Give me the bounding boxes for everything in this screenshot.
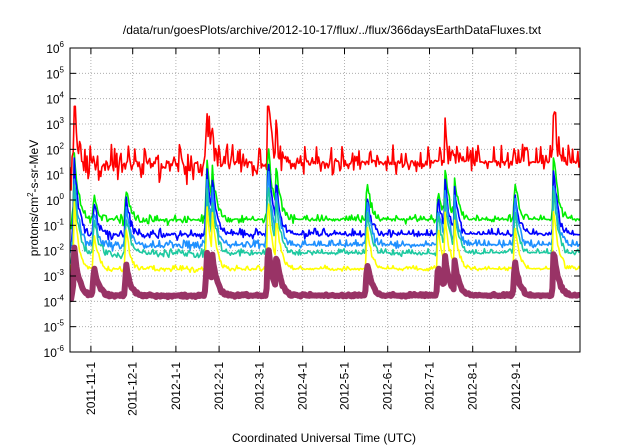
x-axis-label: Coordinated Universal Time (UTC) bbox=[232, 431, 416, 445]
x-tick-label: 2011-11-1 bbox=[84, 362, 98, 415]
chart-title: /data/run/goesPlots/archive/2012-10-17/f… bbox=[123, 23, 542, 37]
x-tick-label: 2012-9-1 bbox=[509, 362, 523, 410]
y-tick-label: 102 bbox=[46, 141, 64, 157]
x-tick-label: 2012-3-1 bbox=[253, 362, 267, 410]
y-tick-label: 103 bbox=[46, 116, 64, 132]
y-axis-label-base: protons/cm bbox=[27, 197, 41, 256]
y-tick-label: 10-1 bbox=[44, 217, 65, 233]
y-axis-label-tail: -s-sr-MeV bbox=[27, 140, 41, 193]
x-tick-label: 2012-5-1 bbox=[338, 362, 352, 410]
x-tick-label: 2012-4-1 bbox=[296, 362, 310, 410]
y-axis-label-sup: 2 bbox=[26, 192, 35, 197]
x-tick-label: 2012-8-1 bbox=[466, 362, 480, 410]
series-line-3 bbox=[70, 157, 580, 249]
series-line-2 bbox=[70, 148, 580, 230]
y-tick-label: 10-2 bbox=[44, 243, 65, 259]
series-line-4 bbox=[70, 170, 580, 254]
y-tick-label: 10-5 bbox=[44, 319, 65, 335]
series-line-5 bbox=[70, 184, 580, 264]
y-tick-label: 10-3 bbox=[44, 268, 65, 284]
x-ticks: 2011-11-1 2011-12-1 2012-1-1 2012-2-1 2012-3… bbox=[84, 48, 523, 416]
x-tick-label: 2012-2-1 bbox=[212, 362, 226, 410]
series-line-7 bbox=[70, 244, 580, 303]
y-tick-label: 106 bbox=[46, 40, 64, 56]
y-tick-label: 10-4 bbox=[44, 293, 65, 309]
x-tick-label: 2012-1-1 bbox=[169, 362, 183, 410]
x-tick-label: 2011-12-1 bbox=[126, 362, 140, 416]
series-group bbox=[70, 105, 580, 303]
y-tick-label: 10-6 bbox=[44, 344, 65, 360]
y-ticks: 10-6 10-5 10-4 10-3 10-2 10-1 100 101 102 103 104 1… bbox=[44, 40, 580, 360]
y-tick-label: 105 bbox=[46, 65, 64, 81]
x-tick-label: 2012-6-1 bbox=[381, 362, 395, 410]
y-tick-label: 100 bbox=[46, 192, 64, 208]
y-tick-label: 101 bbox=[46, 167, 64, 183]
series-line-1 bbox=[70, 105, 580, 191]
y-axis-label: protons/cm2-s-sr-MeV bbox=[26, 140, 41, 256]
x-tick-label: 2012-7-1 bbox=[423, 362, 437, 410]
y-tick-label: 104 bbox=[46, 91, 64, 107]
grid-lines bbox=[70, 48, 580, 352]
series-line-6 bbox=[70, 201, 580, 274]
